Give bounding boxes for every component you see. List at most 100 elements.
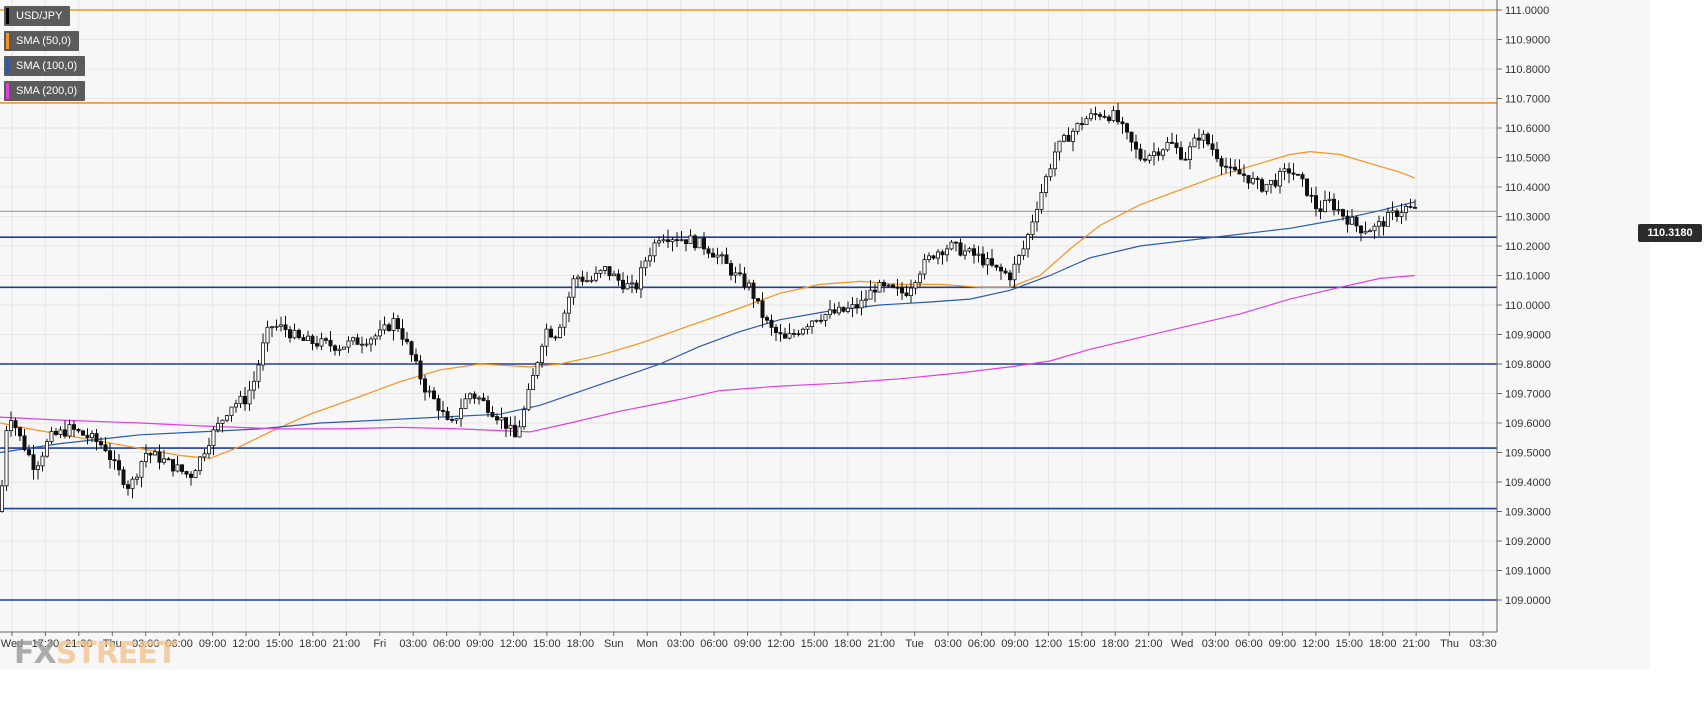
candle-body — [558, 326, 563, 338]
candle-body — [90, 433, 95, 439]
candle-body — [1152, 151, 1157, 156]
candle-body — [233, 403, 238, 408]
candle-body — [238, 395, 243, 405]
candle-body — [17, 427, 22, 437]
candle-body — [117, 460, 122, 471]
candle-body — [179, 464, 184, 472]
candle-body — [1350, 216, 1355, 225]
candle-body — [945, 248, 950, 256]
candle-body — [990, 258, 995, 266]
candle-body — [494, 416, 499, 421]
legend-sma200[interactable]: SMA (200,0) — [4, 81, 86, 101]
candle-body — [918, 273, 923, 283]
candle-body — [103, 444, 108, 452]
candle-body — [1089, 113, 1094, 120]
candle-body — [1174, 142, 1179, 149]
candle-body — [1183, 158, 1188, 161]
x-tick-label: 21:00 — [1135, 638, 1163, 650]
candle-body — [787, 333, 792, 339]
legend-sma100[interactable]: SMA (100,0) — [4, 56, 86, 76]
legend-sma50[interactable]: SMA (50,0) — [4, 31, 80, 51]
y-tick-label: 109.5000 — [1505, 448, 1551, 460]
candle-body — [1242, 173, 1247, 176]
x-tick-label: 15:00 — [801, 638, 829, 650]
candle-body — [211, 429, 216, 447]
candle-body — [40, 455, 45, 467]
candle-body — [139, 461, 144, 478]
candle-body — [670, 239, 675, 243]
candle-body — [1044, 176, 1049, 193]
candle-body — [1197, 137, 1202, 141]
candle-body — [108, 450, 113, 461]
candle-body — [738, 272, 743, 275]
candle-body — [747, 282, 752, 288]
fxstreet-logo: FXSTREET — [14, 636, 177, 671]
candle-body — [8, 420, 13, 432]
legend-symbol[interactable]: USD/JPY — [4, 6, 71, 26]
candle-body — [1062, 134, 1067, 142]
candle-body — [715, 254, 720, 258]
candle-body — [850, 304, 855, 309]
candle-body — [891, 284, 896, 288]
candle-body — [463, 398, 468, 409]
candle-body — [724, 254, 729, 264]
candle-body — [391, 318, 396, 331]
candle-body — [1084, 118, 1089, 125]
candle-body — [36, 465, 41, 471]
y-tick-label: 110.9000 — [1505, 35, 1550, 47]
candle-body — [1404, 206, 1409, 213]
candle-body — [616, 273, 621, 281]
candle-body — [1251, 177, 1256, 184]
candle-body — [1255, 177, 1260, 180]
candle-body — [490, 411, 495, 417]
candle-body — [603, 266, 608, 271]
x-tick-label: 18:00 — [1101, 638, 1129, 650]
candle-body — [1053, 151, 1058, 170]
x-tick-label: 06:00 — [968, 638, 996, 650]
candle-body — [954, 241, 959, 244]
candle-body — [143, 453, 148, 462]
x-tick-label: 03:00 — [1202, 638, 1230, 650]
y-tick-label: 111.0000 — [1505, 5, 1549, 17]
candle-body — [386, 324, 391, 331]
candle-body — [170, 459, 175, 472]
candle-body — [963, 250, 968, 256]
candle-body — [1318, 208, 1323, 212]
candle-body — [1368, 230, 1373, 233]
candle-body — [1012, 263, 1017, 281]
candle-body — [134, 476, 139, 480]
candle-body — [751, 282, 756, 299]
candle-body — [648, 255, 653, 262]
candle-body — [661, 239, 666, 242]
candle-body — [783, 333, 788, 339]
candle-body — [693, 235, 698, 249]
x-tick-label: Thu — [103, 638, 122, 650]
candle-body — [157, 451, 162, 463]
x-tick-label: 21:00 — [867, 638, 895, 650]
candle-body — [1147, 155, 1152, 161]
candle-body — [427, 390, 432, 393]
x-tick-label: 15:00 — [533, 638, 561, 650]
x-tick-label: 18:00 — [567, 638, 595, 650]
candle-body — [576, 276, 581, 280]
candle-body — [585, 280, 590, 283]
candle-body — [503, 417, 508, 429]
candle-body — [792, 333, 797, 335]
candle-body — [972, 248, 977, 256]
candle-body — [1134, 141, 1139, 150]
candle-body — [1287, 168, 1292, 174]
candle-body — [1210, 143, 1215, 150]
candle-body — [346, 340, 351, 348]
candle-body — [260, 342, 265, 366]
x-tick-label: Wed — [1, 638, 23, 650]
candle-body — [571, 278, 576, 298]
candle-body — [765, 317, 770, 321]
candle-body — [1372, 225, 1377, 232]
candle-body — [148, 453, 153, 456]
candle-body — [801, 328, 806, 335]
candle-body — [67, 424, 72, 437]
candle-body — [1246, 175, 1251, 184]
candle-body — [0, 485, 4, 512]
moving-averages — [0, 150, 1416, 460]
legend-label: SMA (50,0) — [16, 35, 72, 47]
